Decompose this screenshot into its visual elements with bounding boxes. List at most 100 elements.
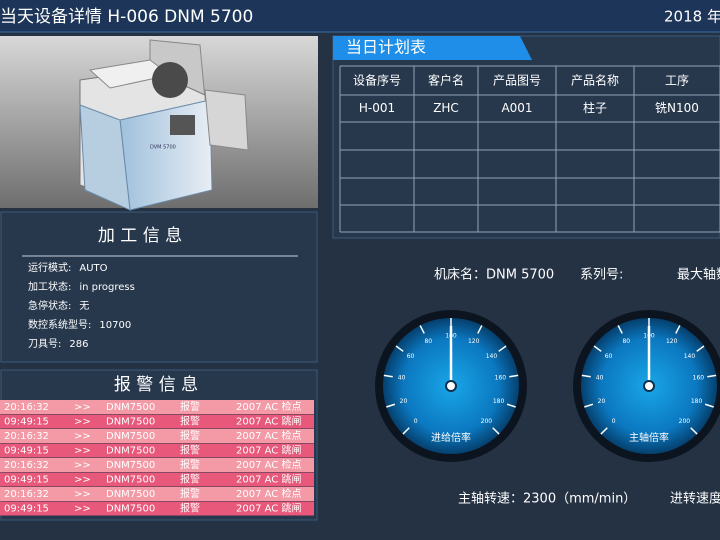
- gauge-tick-label: 160: [693, 375, 705, 382]
- gauge-tick: [617, 325, 623, 334]
- gauge-tick: [402, 427, 410, 435]
- alarm-cell: DNM7500: [106, 446, 155, 457]
- info-label: 数控系统型号:: [28, 318, 91, 331]
- table-header: 产品图号: [493, 74, 541, 88]
- processing-panel: [0, 211, 318, 363]
- alarm-cell: 报警: [180, 487, 200, 500]
- gauge-tick: [690, 427, 698, 435]
- machine-brand: DVM 5700: [150, 145, 176, 151]
- gauge-tick-label: 60: [407, 353, 415, 360]
- spindle-speed: 主轴转速：2300（mm/min）: [458, 492, 636, 507]
- machine-name: 机床名：DNM 5700: [434, 267, 554, 283]
- alarm-row: [0, 501, 314, 516]
- gauge-tick-label: 200: [481, 418, 493, 425]
- header-title: 当天设备详情 H-006 DNM 5700: [0, 7, 253, 27]
- plan-tab: [333, 36, 532, 60]
- gauge-tick: [383, 374, 393, 378]
- processing-title: 加 工 信 息: [98, 226, 182, 246]
- alarm-cell: DNM7500: [106, 402, 155, 413]
- alarm-cell: 报警: [180, 444, 200, 457]
- alarm-cell: DNM7500: [106, 475, 155, 486]
- alarm-cell: 20:16:32: [4, 431, 49, 442]
- alarm-cell: 2007 AC 检点: [236, 429, 301, 442]
- alarm-cell: 2007 AC 检点: [236, 458, 301, 471]
- alarm-row: [0, 443, 314, 458]
- table-header: 产品名称: [571, 73, 619, 88]
- plan-panel: [332, 35, 720, 239]
- gauge-tick-label: 40: [596, 375, 604, 382]
- alarm-cell: 2007 AC 跳闸: [236, 473, 301, 486]
- gauge-tick-label: 80: [424, 338, 432, 345]
- alarm-title: 报 警 信 息: [114, 375, 198, 395]
- gauge-hub: [445, 380, 457, 392]
- gauge-tick: [675, 325, 681, 334]
- gauge-tick-label: 140: [684, 353, 696, 360]
- table-cell: 柱子: [583, 100, 607, 115]
- alarm-cell: >>: [74, 489, 91, 500]
- gauge-tick: [395, 345, 404, 352]
- info-value: in progress: [79, 282, 134, 293]
- info-label: 加工状态:: [28, 280, 71, 293]
- gauge-tick: [509, 374, 519, 378]
- table-cell: 铣N100: [655, 101, 699, 115]
- gauge-tick-label: 120: [666, 338, 678, 345]
- gauge-tick-label: 180: [691, 398, 703, 405]
- table-header: 设备序号: [353, 73, 401, 88]
- alarm-cell: DNM7500: [106, 504, 155, 515]
- gauge-tick: [506, 403, 516, 408]
- gauge-tick: [581, 374, 591, 378]
- alarm-row: [0, 487, 314, 501]
- alarm-cell: >>: [74, 431, 91, 442]
- alarm-cell: 09:49:15: [4, 504, 49, 515]
- gauge-tick: [707, 374, 717, 378]
- alarm-cell: 报警: [180, 473, 200, 486]
- alarm-cell: 20:16:32: [4, 460, 49, 471]
- alarm-cell: 09:49:15: [4, 417, 49, 428]
- gauge-tick-label: 20: [400, 398, 408, 405]
- alarm-cell: DNM7500: [106, 417, 155, 428]
- table-header: 工序: [665, 73, 689, 88]
- feed-speed: 进转速度: [670, 491, 720, 507]
- header-date: 2018 年: [664, 8, 720, 26]
- alarm-cell: 09:49:15: [4, 475, 49, 486]
- gauge-tick: [492, 427, 500, 435]
- alarm-cell: >>: [74, 475, 91, 486]
- alarm-row: [0, 429, 314, 443]
- info-value: 286: [69, 339, 88, 350]
- alarm-row: [0, 414, 314, 429]
- gauge-tick-label: 180: [493, 398, 505, 405]
- gauge-label: 进给倍率: [431, 431, 471, 444]
- alarm-row: [0, 472, 314, 487]
- plan-title: 当日计划表: [346, 38, 426, 57]
- gauge-tick: [584, 403, 594, 408]
- gauge-tick-label: 60: [605, 353, 613, 360]
- alarm-cell: 20:16:32: [4, 402, 49, 413]
- info-label: 急停状态:: [28, 299, 71, 312]
- gauge-tick: [477, 325, 483, 334]
- gauge-tick-label: 20: [598, 398, 606, 405]
- alarm-cell: DNM7500: [106, 431, 155, 442]
- machine-image: DVM 5700: [0, 36, 318, 211]
- alarm-cell: DNM7500: [106, 489, 155, 500]
- table-header: 客户名: [428, 73, 464, 88]
- alarm-cell: 09:49:15: [4, 446, 49, 457]
- table-cell: ZHC: [433, 101, 459, 115]
- table-cell: A001: [501, 101, 532, 115]
- alarm-cell: 20:16:32: [4, 489, 49, 500]
- gauge-tick: [600, 427, 608, 435]
- alarm-cell: >>: [74, 460, 91, 471]
- gauge-tick-label: 120: [468, 338, 480, 345]
- info-value: 无: [79, 301, 89, 312]
- gauge-tick: [704, 403, 714, 408]
- alarm-cell: DNM7500: [106, 460, 155, 471]
- header-bar: [0, 0, 720, 32]
- gauge-tick: [593, 345, 602, 352]
- info-value: AUTO: [79, 263, 107, 274]
- table-cell: H-001: [359, 101, 395, 115]
- machine-max-axes: 最大轴数: [677, 268, 720, 283]
- gauge-tick-label: 200: [679, 418, 691, 425]
- gauge-tick-label: 0: [612, 418, 616, 425]
- info-label: 运行模式:: [28, 261, 71, 274]
